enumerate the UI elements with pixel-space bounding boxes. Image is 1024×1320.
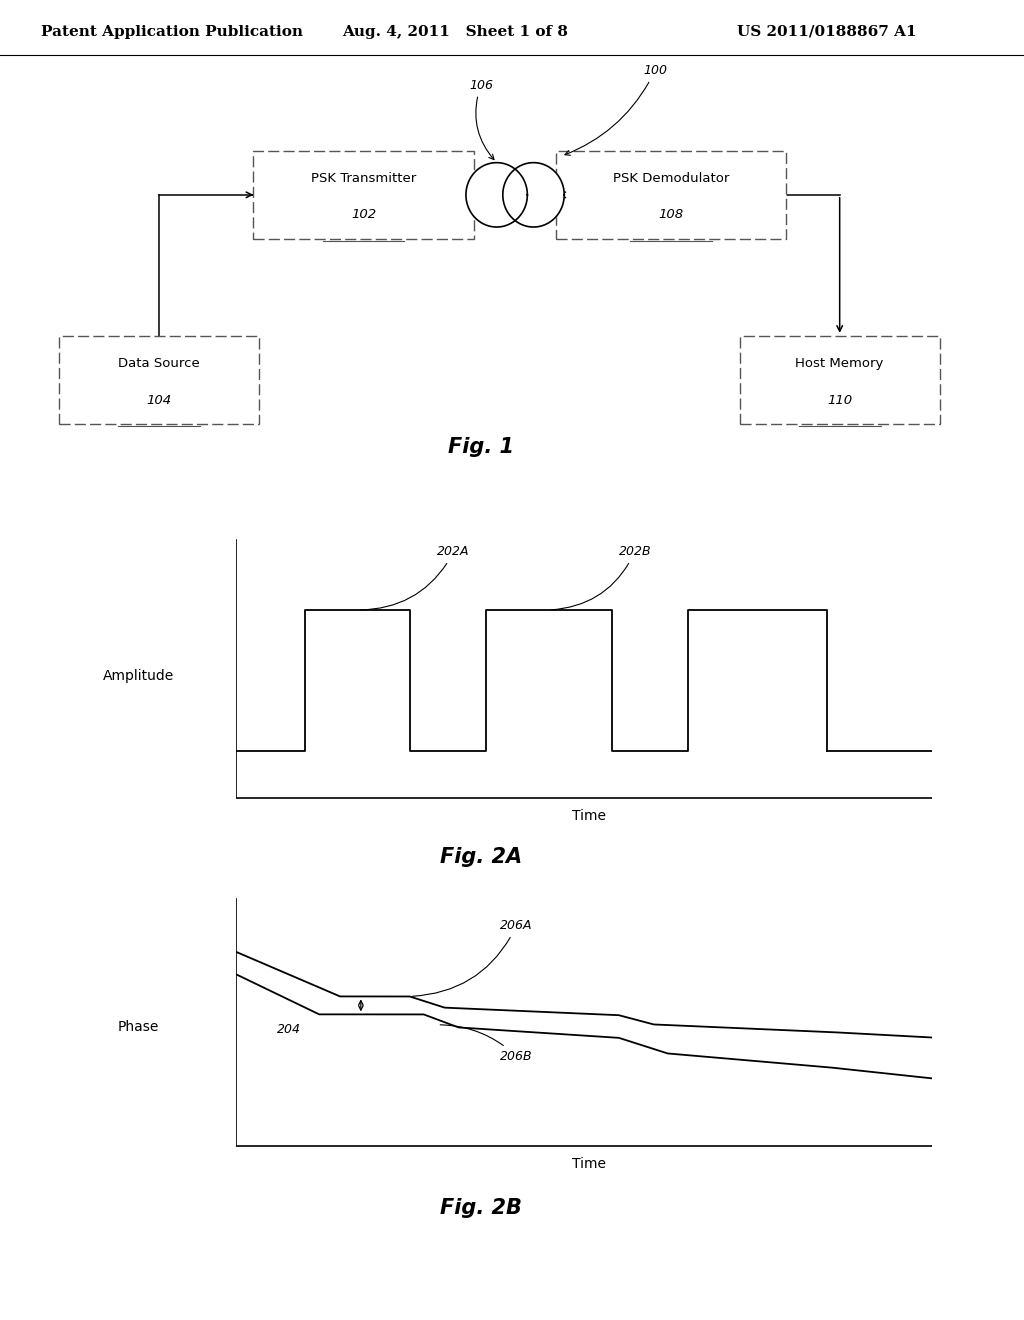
Text: US 2011/0188867 A1: US 2011/0188867 A1 xyxy=(737,25,918,38)
Text: Amplitude: Amplitude xyxy=(102,669,174,682)
Text: 106: 106 xyxy=(469,79,494,160)
Text: Phase: Phase xyxy=(118,1020,159,1034)
Text: Fig. 1: Fig. 1 xyxy=(449,437,514,457)
Text: 202B: 202B xyxy=(552,545,651,610)
Text: 100: 100 xyxy=(565,65,667,156)
Text: Time: Time xyxy=(571,1158,606,1171)
Text: PSK Demodulator: PSK Demodulator xyxy=(612,172,729,185)
Text: 206B: 206B xyxy=(440,1024,532,1063)
Text: 102: 102 xyxy=(351,209,376,222)
Bar xyxy=(254,150,473,239)
Text: 206A: 206A xyxy=(413,919,532,997)
Text: 204: 204 xyxy=(278,1023,301,1036)
Polygon shape xyxy=(503,162,564,227)
Text: Fig. 2B: Fig. 2B xyxy=(440,1197,522,1218)
Text: 202A: 202A xyxy=(360,545,470,610)
Bar xyxy=(555,150,786,239)
Polygon shape xyxy=(466,162,527,227)
Text: 108: 108 xyxy=(658,209,683,222)
Text: Aug. 4, 2011   Sheet 1 of 8: Aug. 4, 2011 Sheet 1 of 8 xyxy=(342,25,568,38)
Text: Time: Time xyxy=(571,809,606,822)
Text: Fig. 2A: Fig. 2A xyxy=(440,846,522,867)
Text: Patent Application Publication: Patent Application Publication xyxy=(41,25,303,38)
Text: PSK Transmitter: PSK Transmitter xyxy=(311,172,416,185)
Bar xyxy=(58,335,258,424)
Text: Data Source: Data Source xyxy=(118,358,200,371)
Text: 110: 110 xyxy=(827,393,852,407)
Text: 104: 104 xyxy=(146,393,171,407)
Bar xyxy=(739,335,940,424)
Text: Host Memory: Host Memory xyxy=(796,358,884,371)
